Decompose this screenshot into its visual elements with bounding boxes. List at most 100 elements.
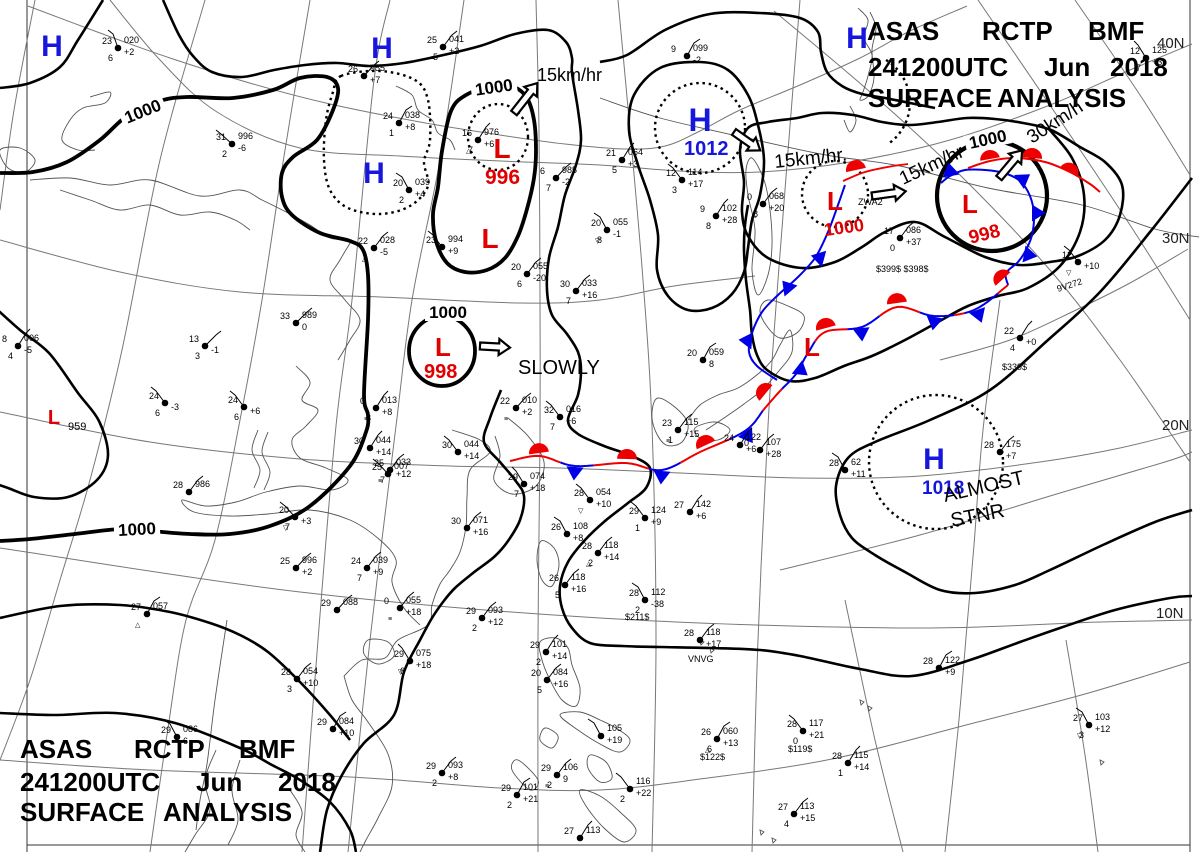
svg-text:SURFACE: SURFACE bbox=[868, 83, 992, 113]
svg-text:989: 989 bbox=[302, 310, 317, 320]
svg-text:9: 9 bbox=[563, 774, 568, 784]
svg-text:28: 28 bbox=[629, 588, 639, 598]
svg-text:5: 5 bbox=[433, 52, 438, 62]
svg-text:20: 20 bbox=[531, 668, 541, 678]
svg-text:7: 7 bbox=[546, 183, 551, 193]
svg-text:+17: +17 bbox=[688, 179, 703, 189]
svg-text:16: 16 bbox=[462, 128, 472, 138]
svg-text:101: 101 bbox=[523, 782, 538, 792]
svg-text:+19: +19 bbox=[607, 735, 622, 745]
svg-text:+16: +16 bbox=[582, 290, 597, 300]
svg-text:27: 27 bbox=[1073, 713, 1083, 723]
svg-text:020: 020 bbox=[124, 35, 139, 45]
svg-text:112: 112 bbox=[651, 587, 665, 597]
svg-text:+37: +37 bbox=[906, 237, 921, 247]
svg-text:0: 0 bbox=[360, 396, 365, 406]
svg-text:016: 016 bbox=[566, 404, 581, 414]
svg-text:+13: +13 bbox=[723, 738, 738, 748]
svg-text:+4: +4 bbox=[415, 189, 425, 199]
svg-text:+8: +8 bbox=[573, 533, 583, 543]
svg-text:13: 13 bbox=[189, 334, 199, 344]
svg-text:≡: ≡ bbox=[545, 783, 549, 790]
svg-text:BMF: BMF bbox=[239, 734, 295, 764]
svg-text:-5: -5 bbox=[24, 345, 32, 355]
svg-text:29: 29 bbox=[541, 763, 551, 773]
svg-text:▽: ▽ bbox=[1077, 733, 1083, 740]
svg-text:2: 2 bbox=[432, 778, 437, 788]
svg-text:8: 8 bbox=[709, 359, 714, 369]
svg-text:$399$ $398$: $399$ $398$ bbox=[876, 264, 929, 274]
svg-text:28: 28 bbox=[832, 751, 842, 761]
svg-text:038: 038 bbox=[405, 110, 420, 120]
svg-text:7: 7 bbox=[550, 422, 555, 432]
svg-text:055: 055 bbox=[406, 595, 421, 605]
svg-text:175: 175 bbox=[1006, 439, 1021, 449]
svg-text:△: △ bbox=[586, 561, 592, 568]
svg-text:6: 6 bbox=[707, 744, 712, 754]
svg-text:+10: +10 bbox=[1084, 261, 1099, 271]
svg-text:20: 20 bbox=[279, 505, 289, 515]
svg-text:6: 6 bbox=[155, 408, 160, 418]
svg-text:-5: -5 bbox=[380, 247, 388, 257]
svg-text:30: 30 bbox=[451, 516, 461, 526]
svg-text:054: 054 bbox=[303, 666, 318, 676]
svg-text:+15: +15 bbox=[800, 813, 815, 823]
svg-text:Jun: Jun bbox=[1044, 52, 1090, 82]
svg-text:6: 6 bbox=[540, 166, 545, 176]
svg-text:-2: -2 bbox=[693, 55, 701, 65]
svg-text:12: 12 bbox=[1130, 46, 1140, 56]
svg-text:086: 086 bbox=[906, 225, 921, 235]
svg-text:+8: +8 bbox=[405, 122, 415, 132]
svg-text:059: 059 bbox=[709, 347, 724, 357]
svg-text:+20: +20 bbox=[769, 203, 784, 213]
svg-text:32: 32 bbox=[544, 405, 554, 415]
svg-text:+22: +22 bbox=[636, 788, 651, 798]
svg-text:142: 142 bbox=[696, 499, 711, 509]
svg-text:62: 62 bbox=[851, 457, 861, 467]
svg-text:996: 996 bbox=[302, 555, 317, 565]
svg-text:113: 113 bbox=[800, 801, 814, 811]
svg-text:26: 26 bbox=[549, 573, 559, 583]
svg-text:H: H bbox=[923, 443, 945, 476]
svg-text:2: 2 bbox=[472, 623, 477, 633]
svg-text:074: 074 bbox=[530, 471, 545, 481]
svg-text:H: H bbox=[363, 157, 385, 190]
svg-text:0: 0 bbox=[302, 322, 307, 332]
svg-text:6: 6 bbox=[517, 279, 522, 289]
svg-text:6: 6 bbox=[234, 412, 239, 422]
svg-text:29: 29 bbox=[501, 783, 511, 793]
svg-text:-1: -1 bbox=[211, 345, 219, 355]
svg-text:5: 5 bbox=[555, 590, 560, 600]
svg-text:7: 7 bbox=[566, 296, 571, 306]
svg-text:106: 106 bbox=[563, 762, 578, 772]
svg-text:28: 28 bbox=[684, 628, 694, 638]
svg-text:L: L bbox=[481, 223, 498, 254]
svg-text:+8: +8 bbox=[382, 407, 392, 417]
svg-text:033: 033 bbox=[396, 457, 411, 467]
svg-text:28: 28 bbox=[829, 458, 839, 468]
svg-text:VNVG: VNVG bbox=[688, 654, 714, 664]
svg-text:8: 8 bbox=[597, 235, 602, 245]
svg-text:20: 20 bbox=[511, 262, 521, 272]
svg-text:≡: ≡ bbox=[378, 478, 382, 485]
svg-text:116: 116 bbox=[636, 776, 650, 786]
svg-text:27: 27 bbox=[564, 826, 574, 836]
svg-text:+10: +10 bbox=[303, 678, 318, 688]
svg-text:2: 2 bbox=[547, 780, 552, 790]
svg-text:9: 9 bbox=[671, 44, 676, 54]
svg-text:+11: +11 bbox=[851, 469, 866, 479]
svg-text:29: 29 bbox=[394, 649, 404, 659]
svg-text:1: 1 bbox=[635, 523, 640, 533]
svg-text:+9: +9 bbox=[651, 517, 661, 527]
svg-text:-3: -3 bbox=[171, 402, 179, 412]
svg-text:+10: +10 bbox=[339, 728, 354, 738]
svg-text:$122$: $122$ bbox=[700, 752, 725, 762]
svg-text:▽: ▽ bbox=[578, 508, 584, 515]
svg-text:29: 29 bbox=[530, 640, 540, 650]
svg-text:2: 2 bbox=[222, 149, 227, 159]
svg-text:028: 028 bbox=[380, 235, 395, 245]
svg-text:31: 31 bbox=[216, 132, 226, 142]
svg-text:23: 23 bbox=[102, 36, 112, 46]
svg-text:+14: +14 bbox=[464, 451, 479, 461]
svg-text:5: 5 bbox=[537, 685, 542, 695]
